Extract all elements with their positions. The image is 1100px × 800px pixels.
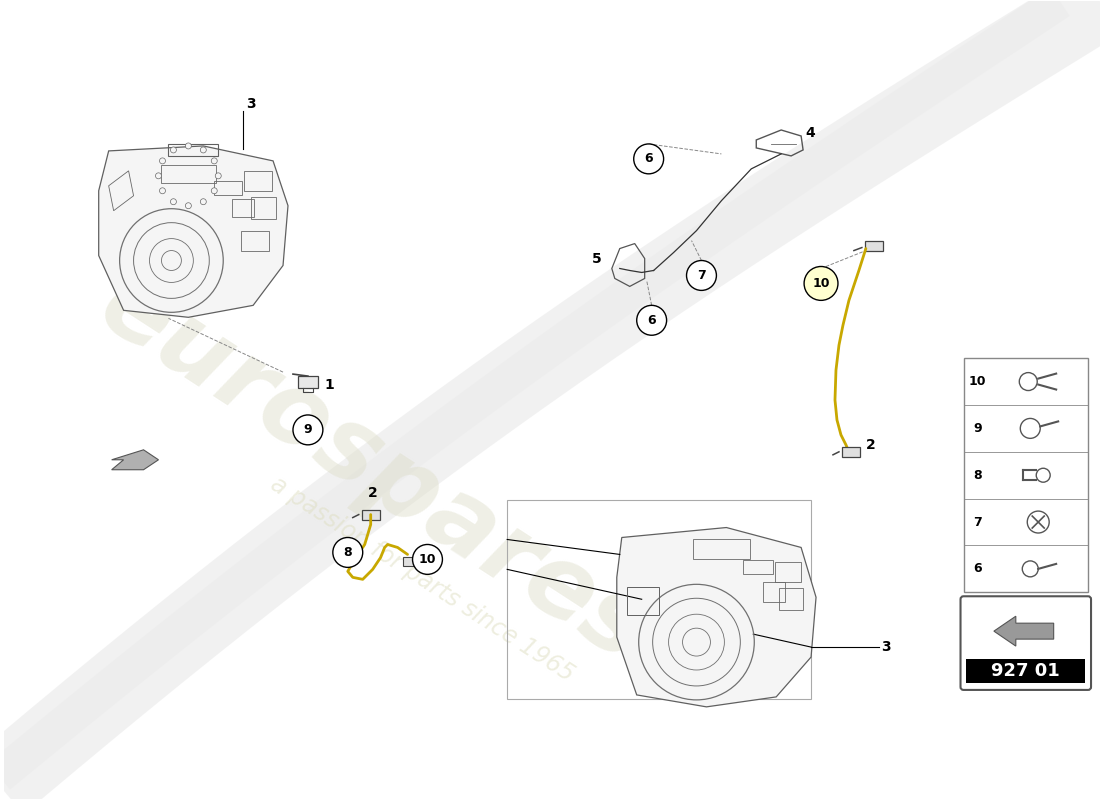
Circle shape <box>211 188 217 194</box>
Text: 6: 6 <box>974 562 982 575</box>
Circle shape <box>160 188 165 194</box>
Bar <box>967 659 1085 683</box>
Circle shape <box>211 158 217 164</box>
Circle shape <box>293 415 323 445</box>
FancyBboxPatch shape <box>960 596 1091 690</box>
Text: 6: 6 <box>647 314 656 326</box>
Text: 10: 10 <box>969 375 987 388</box>
Bar <box>865 241 883 250</box>
Circle shape <box>412 545 442 574</box>
Polygon shape <box>99 146 288 318</box>
Text: 7: 7 <box>697 269 706 282</box>
Text: 9: 9 <box>304 423 312 436</box>
Circle shape <box>634 144 663 174</box>
Bar <box>403 558 418 566</box>
Text: eurospares: eurospares <box>81 257 664 682</box>
Text: 927 01: 927 01 <box>991 662 1060 680</box>
Bar <box>161 165 216 183</box>
Text: 8: 8 <box>974 469 982 482</box>
Bar <box>763 582 785 602</box>
Circle shape <box>804 266 838 300</box>
Bar <box>627 587 659 615</box>
Bar <box>964 358 1088 592</box>
Text: 4: 4 <box>805 126 815 140</box>
Circle shape <box>160 158 165 164</box>
Bar <box>779 588 803 610</box>
Circle shape <box>216 173 221 179</box>
Text: 9: 9 <box>974 422 982 435</box>
Polygon shape <box>111 450 158 470</box>
Circle shape <box>186 202 191 209</box>
Text: 8: 8 <box>343 546 352 559</box>
Circle shape <box>637 306 667 335</box>
Bar <box>241 230 270 250</box>
Bar <box>507 500 811 699</box>
Text: 2: 2 <box>866 438 876 452</box>
Circle shape <box>686 261 716 290</box>
Bar <box>744 561 773 574</box>
Bar <box>214 181 242 194</box>
Text: 1: 1 <box>324 378 334 392</box>
Bar <box>232 198 254 217</box>
Bar <box>776 562 801 582</box>
Text: 10: 10 <box>419 553 437 566</box>
Bar <box>362 510 380 519</box>
Text: a passion for parts since 1965: a passion for parts since 1965 <box>266 472 579 686</box>
Text: 7: 7 <box>974 515 982 529</box>
Text: 10: 10 <box>812 277 829 290</box>
Text: 5: 5 <box>592 251 602 266</box>
Circle shape <box>186 143 191 149</box>
Polygon shape <box>994 616 1054 646</box>
Text: 6: 6 <box>645 152 653 166</box>
Circle shape <box>155 173 162 179</box>
Text: 3: 3 <box>881 640 890 654</box>
Circle shape <box>333 538 363 567</box>
Circle shape <box>170 147 176 153</box>
Bar <box>168 144 218 156</box>
Text: 2: 2 <box>367 486 377 500</box>
Polygon shape <box>617 527 816 707</box>
Circle shape <box>200 147 207 153</box>
Bar <box>298 376 318 388</box>
Bar <box>251 197 275 218</box>
Circle shape <box>170 198 176 205</box>
Bar <box>244 171 272 190</box>
Bar <box>842 447 860 457</box>
Bar <box>693 539 750 559</box>
Circle shape <box>200 198 207 205</box>
Text: 3: 3 <box>246 97 256 111</box>
